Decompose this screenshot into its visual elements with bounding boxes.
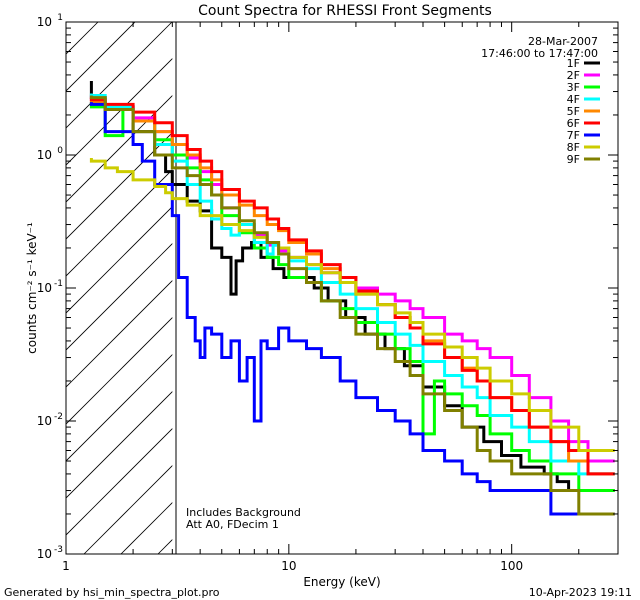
y-tick-exponent: -1 [54, 279, 63, 289]
hatch-line [66, 22, 173, 129]
x-tick-label: 10 [281, 559, 296, 573]
legend-label-2F: 2F [567, 69, 580, 82]
y-tick-exponent: 0 [57, 146, 63, 156]
y-axis-label: counts cm⁻² s⁻¹ keV⁻¹ [25, 222, 39, 354]
y-tick-exponent: -3 [54, 545, 63, 555]
y-tick-label: 10 [37, 281, 52, 295]
legend-label-7F: 7F [567, 129, 580, 142]
series-3F-line [89, 102, 615, 492]
x-tick-label: 1 [62, 559, 70, 573]
series-8F-line [89, 158, 615, 452]
y-tick-label: 10 [37, 414, 52, 428]
legend-label-8F: 8F [567, 141, 580, 154]
hatch-line [66, 243, 173, 351]
x-tick-label: 100 [500, 559, 523, 573]
series-7F-line [89, 102, 615, 516]
hatch-line [66, 391, 173, 499]
y-tick-exponent: 1 [57, 13, 63, 23]
chart-title: Count Spectra for RHESSI Front Segments [198, 3, 492, 19]
series-group [89, 81, 615, 516]
y-tick-label: 10 [37, 15, 52, 29]
hatch-line [66, 428, 173, 536]
footer-generated-by: Generated by hsi_min_spectra_plot.pro [4, 586, 220, 599]
y-tick-label: 10 [37, 547, 52, 561]
legend-label-1F: 1F [567, 57, 580, 70]
hatch-line [66, 95, 173, 203]
legend-label-9F: 9F [567, 153, 580, 166]
legend-time-range: 17:46:00 to 17:47:00 [481, 47, 598, 60]
legend-label-3F: 3F [567, 81, 580, 94]
x-axis-label: Energy (keV) [303, 575, 380, 589]
legend-label-5F: 5F [567, 105, 580, 118]
legend-date: 28-Mar-2007 [528, 35, 598, 48]
hatch-line [66, 206, 173, 314]
legend-label-4F: 4F [567, 93, 580, 106]
y-tick-exponent: -2 [54, 412, 63, 422]
annotation-background: Includes Background [186, 506, 301, 519]
hatch-line [66, 280, 173, 388]
y-tick-label: 10 [37, 148, 52, 162]
series-1F-line [89, 81, 615, 492]
legend-label-6F: 6F [567, 117, 580, 130]
series-9F-line [89, 95, 615, 516]
annotation-attenuator: Att A0, FDecim 1 [186, 518, 279, 531]
footer-timestamp: 10-Apr-2023 19:11 [529, 586, 632, 599]
x-axis: 1 10 100 [62, 22, 619, 573]
